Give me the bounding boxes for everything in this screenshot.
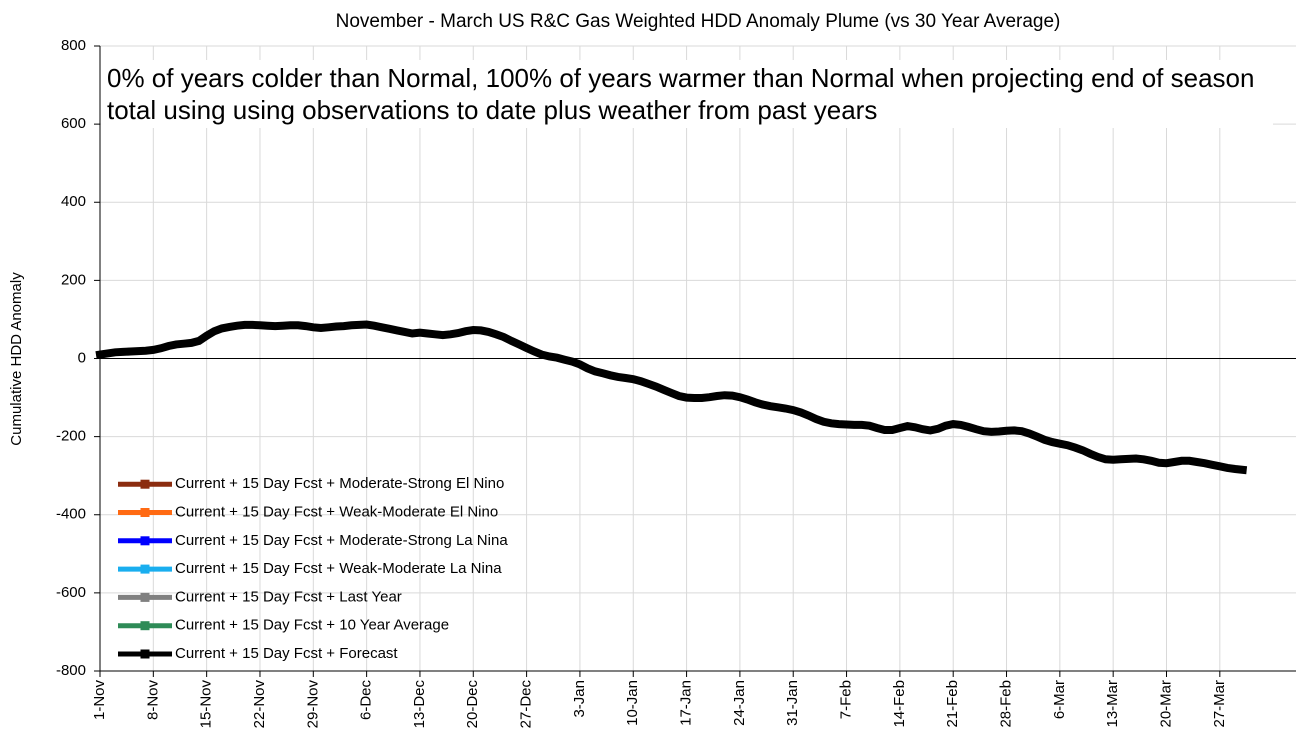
legend-marker: [140, 564, 150, 574]
y-tick-label: 200: [61, 271, 86, 288]
legend-marker: [140, 479, 150, 489]
legend-label: Current + 15 Day Fcst + Last Year: [175, 588, 402, 605]
chart-title: November - March US R&C Gas Weighted HDD…: [336, 11, 1061, 32]
legend-marker: [140, 536, 150, 546]
x-tick-label: 28-Feb: [997, 680, 1014, 728]
y-tick-label: -600: [56, 584, 86, 601]
legend-marker: [140, 592, 150, 602]
y-tick-label: -800: [56, 662, 86, 679]
legend-label: Current + 15 Day Fcst + Weak-Moderate El…: [175, 503, 498, 520]
x-tick-label: 31-Jan: [784, 680, 801, 726]
legend-label: Current + 15 Day Fcst + Forecast: [175, 645, 398, 662]
x-tick-label: 10-Jan: [624, 680, 641, 726]
legend-marker: [140, 649, 150, 659]
y-tick-label: 600: [61, 115, 86, 132]
x-tick-label: 21-Feb: [944, 680, 961, 728]
x-tick-label: 29-Nov: [304, 680, 321, 729]
x-tick-label: 8-Nov: [144, 680, 161, 721]
x-tick-label: 17-Jan: [678, 680, 695, 726]
legend-label: Current + 15 Day Fcst + Moderate-Strong …: [175, 475, 504, 492]
x-tick-label: 22-Nov: [251, 680, 268, 729]
x-tick-label: 13-Dec: [411, 680, 428, 729]
x-tick-label: 7-Feb: [838, 680, 855, 719]
y-tick-label: 400: [61, 193, 86, 210]
x-tick-label: 24-Jan: [731, 680, 748, 726]
y-tick-label: -200: [56, 428, 86, 445]
x-tick-label: 6-Mar: [1051, 680, 1068, 719]
x-tick-label: 14-Feb: [891, 680, 908, 728]
x-tick-label: 1-Nov: [91, 680, 108, 721]
x-tick-label: 27-Dec: [518, 680, 535, 729]
x-tick-label: 6-Dec: [358, 680, 375, 721]
annotation: 0% of years colder than Normal, 100% of …: [101, 60, 1273, 128]
x-tick-label: 20-Mar: [1157, 680, 1174, 728]
legend-label: Current + 15 Day Fcst + Weak-Moderate La…: [175, 560, 502, 577]
series-line: [95, 320, 1248, 475]
x-tick-label: 15-Nov: [198, 680, 215, 729]
y-tick-label: 0: [78, 349, 86, 366]
legend-marker: [140, 621, 150, 631]
legend-marker: [140, 508, 150, 517]
x-tick-label: 13-Mar: [1104, 680, 1121, 728]
x-tick-label: 27-Mar: [1211, 680, 1228, 728]
legend-label: Current + 15 Day Fcst + 10 Year Average: [175, 617, 449, 634]
legend-label: Current + 15 Day Fcst + Moderate-Strong …: [175, 532, 508, 549]
y-axis-title: Cumulative HDD Anomaly: [8, 272, 25, 446]
x-tick-label: 20-Dec: [464, 680, 481, 729]
x-tick-label: 3-Jan: [571, 680, 588, 718]
y-tick-label: -400: [56, 506, 86, 523]
y-tick-label: 800: [61, 37, 86, 54]
